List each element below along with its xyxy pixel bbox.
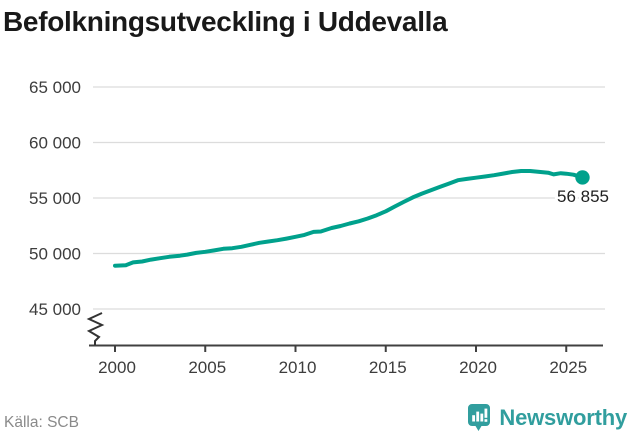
source-label: Källa: SCB <box>4 414 79 431</box>
x-axis-tick-label: 2010 <box>279 358 317 377</box>
y-axis-tick-label: 45 000 <box>29 300 81 319</box>
x-axis-tick-label: 2020 <box>459 358 497 377</box>
y-axis-break-icon <box>86 312 105 345</box>
newsworthy-logo: Newsworthy <box>467 402 627 434</box>
x-axis-tick-label: 2015 <box>369 358 407 377</box>
newsworthy-logo-icon <box>468 404 491 431</box>
population-line <box>113 169 585 268</box>
newsworthy-brand-text: Newsworthy <box>499 405 627 430</box>
latest-value-dot <box>575 170 590 185</box>
x-axis-tick-label: 2005 <box>188 358 226 377</box>
y-axis-tick-label: 65 000 <box>29 78 81 97</box>
latest-value-label: 56 855 <box>557 187 609 206</box>
x-axis-tick-label: 2000 <box>98 358 136 377</box>
chart-title: Befolkningsutveckling i Uddevalla <box>3 6 448 37</box>
y-axis-tick-label: 50 000 <box>29 245 81 264</box>
y-axis-tick-label: 60 000 <box>29 134 81 153</box>
y-axis-tick-label: 55 000 <box>29 189 81 208</box>
x-axis-tick-label: 2025 <box>549 358 587 377</box>
